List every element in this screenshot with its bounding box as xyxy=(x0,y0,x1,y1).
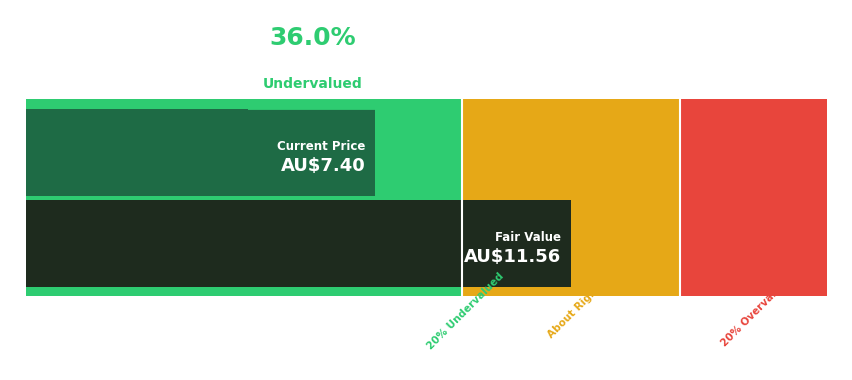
Bar xyxy=(26,200,570,287)
Bar xyxy=(461,99,679,296)
Text: 20% Overvalued: 20% Overvalued xyxy=(719,274,794,349)
Text: Undervalued: Undervalued xyxy=(262,77,362,90)
Text: Fair Value: Fair Value xyxy=(495,231,561,244)
Text: About Right: About Right xyxy=(545,283,602,340)
Text: 36.0%: 36.0% xyxy=(268,26,355,50)
Bar xyxy=(26,99,461,296)
Text: AU$11.56: AU$11.56 xyxy=(463,248,561,266)
Text: Current Price: Current Price xyxy=(277,140,365,153)
Bar xyxy=(679,99,826,296)
Text: AU$7.40: AU$7.40 xyxy=(280,157,365,175)
Bar xyxy=(26,109,374,196)
Text: 20% Undervalued: 20% Undervalued xyxy=(424,271,505,352)
